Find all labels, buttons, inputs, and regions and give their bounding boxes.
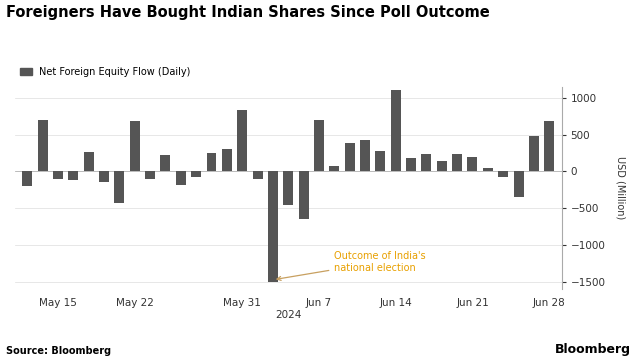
Bar xyxy=(330,166,339,171)
X-axis label: 2024: 2024 xyxy=(275,310,301,320)
Bar xyxy=(207,153,216,171)
Bar xyxy=(253,171,262,179)
Bar xyxy=(376,151,385,171)
Bar xyxy=(191,171,201,177)
Bar xyxy=(483,168,493,171)
Bar xyxy=(176,171,186,185)
Bar xyxy=(237,110,247,171)
Bar xyxy=(115,171,124,203)
Bar xyxy=(406,158,416,171)
Bar xyxy=(53,171,63,179)
Bar xyxy=(467,157,477,171)
Bar xyxy=(38,120,47,171)
Bar xyxy=(436,161,447,171)
Bar xyxy=(452,154,462,171)
Bar xyxy=(22,171,32,186)
Bar xyxy=(161,155,170,171)
Bar xyxy=(145,171,155,179)
Bar xyxy=(513,171,524,197)
Text: Source: Bloomberg: Source: Bloomberg xyxy=(6,346,111,356)
Bar xyxy=(314,120,324,171)
Bar xyxy=(68,171,78,180)
Bar xyxy=(299,171,308,219)
Bar xyxy=(84,152,93,171)
Text: Foreigners Have Bought Indian Shares Since Poll Outcome: Foreigners Have Bought Indian Shares Sin… xyxy=(6,5,490,21)
Bar xyxy=(130,121,140,171)
Text: Outcome of India's
national election: Outcome of India's national election xyxy=(277,251,426,280)
Bar xyxy=(360,140,370,171)
Bar xyxy=(345,143,355,171)
Bar xyxy=(222,149,232,171)
Bar xyxy=(422,154,431,171)
Bar xyxy=(99,171,109,183)
Bar xyxy=(529,136,539,171)
Y-axis label: USD (Million): USD (Million) xyxy=(615,156,625,220)
Bar xyxy=(268,171,278,282)
Bar xyxy=(544,121,554,171)
Bar xyxy=(391,90,401,171)
Bar xyxy=(498,171,508,177)
Legend: Net Foreign Equity Flow (Daily): Net Foreign Equity Flow (Daily) xyxy=(20,67,191,77)
Text: Bloomberg: Bloomberg xyxy=(554,343,630,356)
Bar xyxy=(284,171,293,204)
